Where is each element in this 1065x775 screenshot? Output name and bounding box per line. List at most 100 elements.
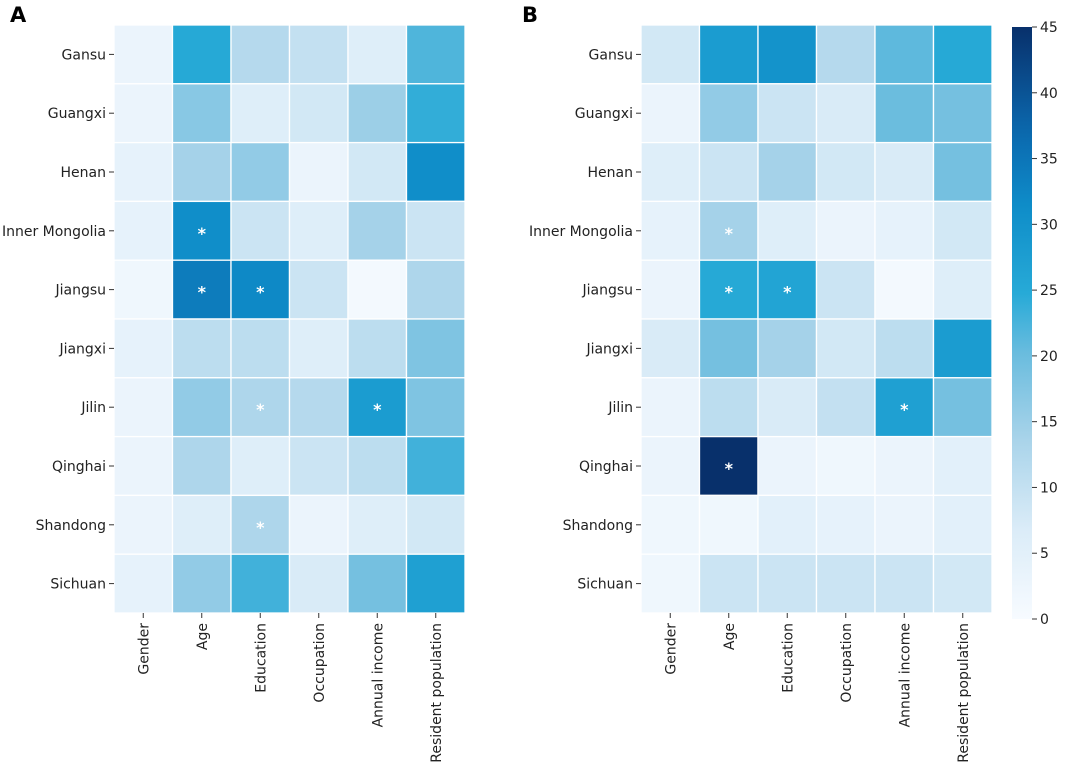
panel-b-col-label-age: Age (722, 623, 738, 650)
panel-b-row-label-shandong: Shandong (563, 518, 633, 534)
panel-b-cell-guangxi-annual-income (874, 83, 935, 144)
panel-b-row-label-henan: Henan (588, 165, 633, 181)
panel-a-cell-inner-mongolia-occupation (288, 200, 349, 261)
panel-a-row-label-sichuan: Sichuan (50, 577, 106, 593)
panel-b-row-label-jiangxi: Jiangxi (585, 341, 633, 357)
panel-b-cell-jiangxi-occupation (815, 318, 876, 379)
panel-b-cell-jiangsu-occupation (815, 259, 876, 320)
panel-b-cell-henan-gender (640, 141, 701, 203)
panel-b-cell-sichuan-gender (640, 553, 701, 614)
panel-b-cell-qinghai-gender (640, 435, 701, 497)
panel-b-cell-jiangxi-education (757, 318, 818, 379)
panel-a-cell-henan-education (230, 141, 291, 203)
panel-a-cell-guangxi-age (171, 83, 232, 144)
panel-b-cell-qinghai-resident-population (932, 435, 993, 497)
panel-b-cell-jiangxi-resident-population (932, 318, 993, 379)
panel-b-star-jiangsu-age: * (725, 283, 734, 302)
panel-a-cell-jiangxi-age (171, 318, 232, 379)
panel-b-cell-jiangsu-education (757, 259, 818, 320)
panel-a-cell-henan-gender (113, 141, 174, 203)
panel-b-star-qinghai-age: * (725, 459, 734, 478)
panel-b-cell-shandong-age (698, 494, 759, 555)
panel-a-cell-gansu-occupation (288, 24, 349, 85)
panel-a-star-jiangsu-age: * (198, 283, 207, 302)
panel-b-cell-sichuan-annual-income (874, 553, 935, 614)
panel-a-col-label-age: Age (195, 623, 211, 650)
panel-a-cell-jiangxi-education (230, 318, 291, 379)
panel-a-cell-guangxi-annual-income (347, 83, 408, 144)
panel-a-row-label-shandong: Shandong (36, 518, 106, 534)
panel-b-col-label-education: Education (780, 623, 796, 693)
panel-a-cell-gansu-education (230, 24, 291, 85)
panel-a-label: A (10, 3, 27, 27)
colorbar-tick-label-20: 20 (1040, 349, 1058, 365)
panel-a-cell-shandong-occupation (288, 494, 349, 555)
panel-a-cell-qinghai-annual-income (347, 435, 408, 497)
panel-b-cell-guangxi-age (698, 83, 759, 144)
panel-b-cell-jilin-age (698, 377, 759, 438)
panel-b-row-label-qinghai: Qinghai (579, 459, 633, 475)
panel-b-cell-henan-annual-income (874, 141, 935, 203)
panel-a-cell-gansu-gender (113, 24, 174, 85)
panel-b-cell-guangxi-gender (640, 83, 701, 144)
panel-a-cell-gansu-age (171, 24, 232, 85)
panel-b-cell-sichuan-resident-population (932, 553, 993, 614)
panel-b-star-inner-mongolia-age: * (725, 224, 734, 243)
panel-b-cell-inner-mongolia-gender (640, 200, 701, 261)
panel-b-row-label-gansu: Gansu (589, 47, 633, 63)
panel-b-cell-sichuan-education (757, 553, 818, 614)
panel-b-cell-jiangsu-gender (640, 259, 701, 320)
panel-a-col-label-resident-population: Resident population (429, 623, 445, 763)
panel-b-row-label-sichuan: Sichuan (577, 577, 633, 593)
panel-b-col-label-resident-population: Resident population (956, 623, 972, 763)
panel-b-cell-jiangxi-age (698, 318, 759, 379)
colorbar-tick-label-45: 45 (1040, 20, 1058, 36)
panel-a-cell-jilin-resident-population (405, 377, 466, 438)
panel-b-row-label-inner-mongolia: Inner Mongolia (529, 224, 633, 240)
panel-b-star-jilin-annual-income: * (900, 400, 909, 419)
panel-a-cell-shandong-education (230, 494, 291, 555)
panel-b-cell-gansu-resident-population (932, 24, 993, 85)
panel-b-cell-henan-occupation (815, 141, 876, 203)
panel-b-cell-gansu-occupation (815, 24, 876, 85)
panel-b-cell-qinghai-education (757, 435, 818, 497)
panel-a-cell-sichuan-occupation (288, 553, 349, 614)
colorbar (1012, 27, 1032, 619)
panel-a-cell-jiangxi-annual-income (347, 318, 408, 379)
panel-a-cell-sichuan-resident-population (405, 553, 466, 614)
colorbar-tick-label-15: 15 (1040, 415, 1058, 431)
panel-b-cell-shandong-gender (640, 494, 701, 555)
panel-a-row-label-jiangsu: Jiangsu (54, 283, 106, 299)
panel-b-cell-jiangxi-annual-income (874, 318, 935, 379)
panel-b-col-label-gender: Gender (663, 623, 679, 675)
panel-a-cell-inner-mongolia-resident-population (405, 200, 466, 261)
panel-a-col-label-education: Education (253, 623, 269, 693)
panel-a-cell-jiangsu-resident-population (405, 259, 466, 320)
panel-a-cell-guangxi-occupation (288, 83, 349, 144)
panel-a-row-label-henan: Henan (61, 165, 106, 181)
panel-a-cell-qinghai-occupation (288, 435, 349, 497)
panel-a-cell-shandong-age (171, 494, 232, 555)
panel-b-col-label-annual-income: Annual income (897, 623, 913, 727)
panel-a-cell-jilin-gender (113, 377, 174, 438)
panel-b-cell-guangxi-resident-population (932, 83, 993, 144)
panel-b-cell-guangxi-occupation (815, 83, 876, 144)
panel-b-cell-jiangsu-annual-income (874, 259, 935, 320)
colorbar-tick-label-0: 0 (1040, 612, 1049, 628)
panel-b-cell-jilin-annual-income (874, 377, 935, 438)
panel-a-cell-henan-occupation (288, 141, 349, 203)
panel-a-col-label-gender: Gender (136, 623, 152, 675)
panel-a-star-inner-mongolia-age: * (198, 224, 207, 243)
panel-b-cell-inner-mongolia-annual-income (874, 200, 935, 261)
panel-b-cell-shandong-occupation (815, 494, 876, 555)
panel-b-cell-henan-education (757, 141, 818, 203)
panel-a-star-shandong-education: * (256, 518, 265, 537)
panel-a-cell-jiangxi-gender (113, 318, 174, 379)
panel-b-star-jiangsu-education: * (783, 283, 792, 302)
panel-a-cell-inner-mongolia-gender (113, 200, 174, 261)
panel-b-label: B (522, 3, 538, 27)
panel-b-cell-henan-resident-population (932, 141, 993, 203)
panel-b-cell-gansu-gender (640, 24, 701, 85)
panel-b-cell-guangxi-education (757, 83, 818, 144)
panel-a-cell-qinghai-education (230, 435, 291, 497)
